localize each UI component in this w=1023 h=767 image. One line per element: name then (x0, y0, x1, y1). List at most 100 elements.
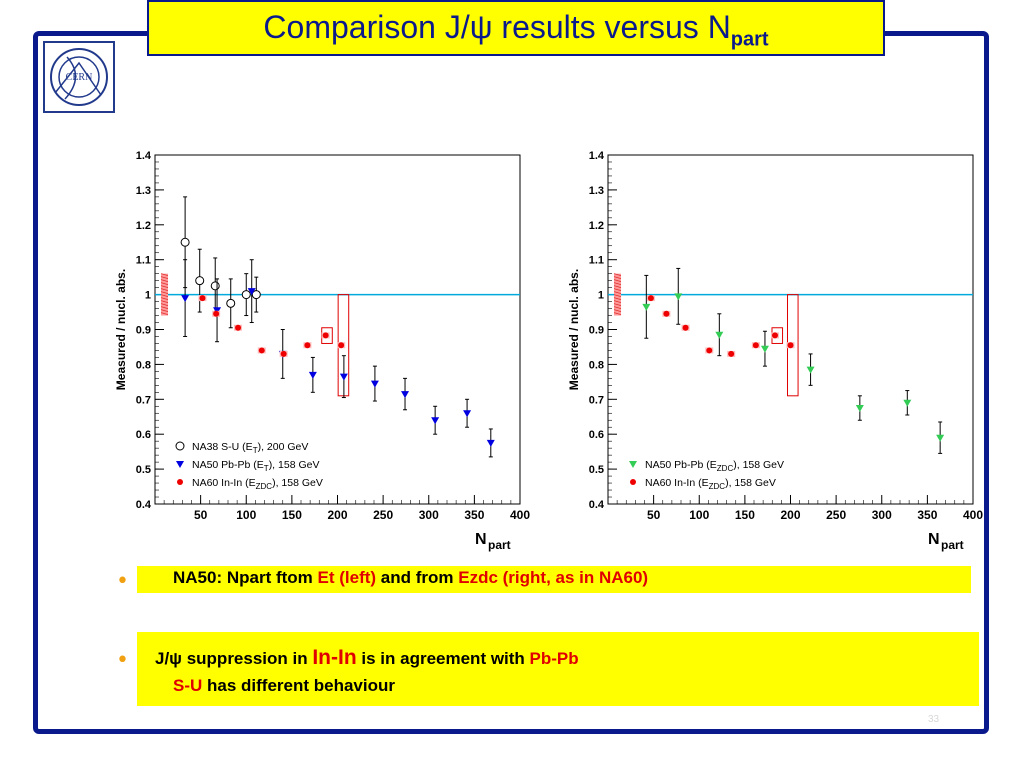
y-tick-label: 0.5 (136, 464, 151, 476)
legend-label: NA60 In-In (EZDC), 158 GeV (645, 477, 776, 491)
normalization-band-hatch (613, 297, 622, 301)
normalization-band-hatch (613, 288, 622, 292)
x-axis-label: N (928, 531, 940, 548)
data-point (706, 347, 713, 354)
y-tick-label: 1.1 (589, 255, 604, 267)
normalization-band (161, 273, 168, 316)
normalization-band-hatch (613, 279, 622, 283)
y-tick-label: 1.2 (136, 220, 151, 232)
legend-label: NA50 Pb-Pb (EZDC), 158 GeV (645, 459, 784, 473)
normalization-band-hatch (613, 285, 622, 289)
slide-title: Comparison J/ψ results versus Npart (263, 9, 768, 50)
data-point (674, 293, 683, 301)
x-axis-label: N (475, 531, 487, 548)
normalization-band-hatch (160, 312, 169, 316)
data-point (806, 366, 815, 374)
plot-frame (607, 154, 974, 505)
data-point (760, 345, 769, 353)
data-point (647, 295, 654, 302)
x-tick-label: 350 (917, 508, 937, 522)
x-tick-label: 100 (689, 508, 709, 522)
bullet-2-inin: In-In (312, 646, 357, 669)
slide-title-subscript: part (730, 28, 769, 51)
y-tick-label: 1 (145, 290, 151, 302)
normalization-band-hatch (160, 276, 169, 280)
cern-logo-text: CERN (66, 72, 93, 83)
y-tick-label: 1.3 (136, 185, 151, 197)
y-axis-label: Measured / nucl. abs. (114, 269, 128, 390)
normalization-band-hatch (160, 273, 169, 277)
legend-marker (629, 461, 637, 468)
y-tick-label: 0.7 (589, 394, 604, 406)
legend-label: NA50 Pb-Pb (ET), 158 GeV (192, 459, 319, 473)
bullet-dot-2: • (116, 648, 129, 673)
legend-marker (630, 479, 636, 485)
y-tick-label: 1.2 (589, 220, 604, 232)
normalization-band-hatch (160, 285, 169, 289)
normalization-band-hatch (160, 297, 169, 301)
plot-frame (154, 154, 521, 505)
data-point (401, 391, 410, 399)
chart-right: 0.4 0.5 0.6 0.7 0.8 0.9 1 1.1 1.2 1.3 1.4 50 100 150 2… (567, 150, 983, 552)
bullet-1-ezdc: Ezdc (right, as in NA60) (458, 568, 649, 587)
x-tick-label: 150 (282, 508, 302, 522)
x-tick-label: 50 (647, 508, 661, 522)
data-point (642, 303, 651, 311)
bullet-1-part2: and from (376, 568, 459, 587)
legend-label: NA38 S-U (ET), 200 GeV (192, 441, 308, 455)
bullet-1-et: Et (left) (317, 568, 377, 587)
bullet-2-part1: J/ψ suppression in (155, 649, 313, 668)
normalization-band-hatch (613, 300, 622, 304)
x-axis-label-subscript: part (488, 538, 511, 552)
normalization-band-hatch (613, 276, 622, 280)
x-tick-label: 400 (963, 508, 983, 522)
bullet-1-part1: NA50: Npart ftom (173, 568, 318, 587)
cern-logo: CERN (43, 41, 115, 113)
data-point (258, 347, 265, 354)
bullet-2-su: S-U (173, 676, 203, 695)
bullet-2-part2: is in agreement with (356, 649, 530, 668)
data-point (855, 405, 864, 413)
x-tick-label: 250 (826, 508, 846, 522)
y-tick-label: 1.1 (136, 255, 151, 267)
data-point (463, 410, 472, 418)
bullet-2-line-1: J/ψ suppression in In-In is in agreement… (155, 646, 579, 670)
y-tick-label: 0.6 (136, 429, 151, 441)
normalization-band-hatch (160, 279, 169, 283)
legend-marker (176, 461, 184, 468)
normalization-band-hatch (160, 300, 169, 304)
x-tick-label: 250 (373, 508, 393, 522)
data-point (180, 237, 190, 247)
y-tick-label: 0.6 (589, 429, 604, 441)
chart-left: 0.4 0.5 0.6 0.7 0.8 0.9 1 1.1 1.2 1.3 1.4 50 100 150 2… (114, 150, 530, 552)
y-tick-label: 0.4 (589, 499, 605, 511)
data-point (339, 373, 348, 381)
y-tick-label: 0.4 (136, 499, 152, 511)
x-tick-label: 300 (872, 508, 892, 522)
normalization-band-hatch (160, 288, 169, 292)
normalization-band-hatch (613, 303, 622, 307)
y-tick-label: 1.3 (589, 185, 604, 197)
bullet-2-highlight: J/ψ suppression in In-In is in agreement… (137, 632, 979, 706)
data-point (304, 342, 311, 349)
data-point (241, 290, 251, 300)
data-point (199, 295, 206, 302)
y-tick-label: 0.9 (589, 325, 604, 337)
data-point (771, 332, 778, 339)
normalization-band-hatch (613, 282, 622, 286)
bullet-1-text: NA50: Npart ftom Et (left) and from Ezdc… (173, 568, 648, 588)
legend-marker (177, 479, 183, 485)
y-tick-label: 0.9 (136, 325, 151, 337)
bullet-1-highlight: NA50: Npart ftom Et (left) and from Ezdc… (137, 566, 971, 593)
data-point (338, 342, 345, 349)
data-point (431, 417, 440, 425)
data-point (936, 434, 945, 442)
data-point (370, 380, 379, 388)
bullet-2-pbpb: Pb-Pb (529, 649, 579, 668)
data-point (728, 350, 735, 357)
normalization-band-hatch (160, 291, 169, 295)
slide-title-text: Comparison J/ψ results versus N (263, 9, 731, 45)
x-tick-label: 150 (735, 508, 755, 522)
bullet-2-line-2: S-U has different behaviour (173, 676, 395, 696)
y-tick-label: 1.4 (589, 150, 605, 162)
